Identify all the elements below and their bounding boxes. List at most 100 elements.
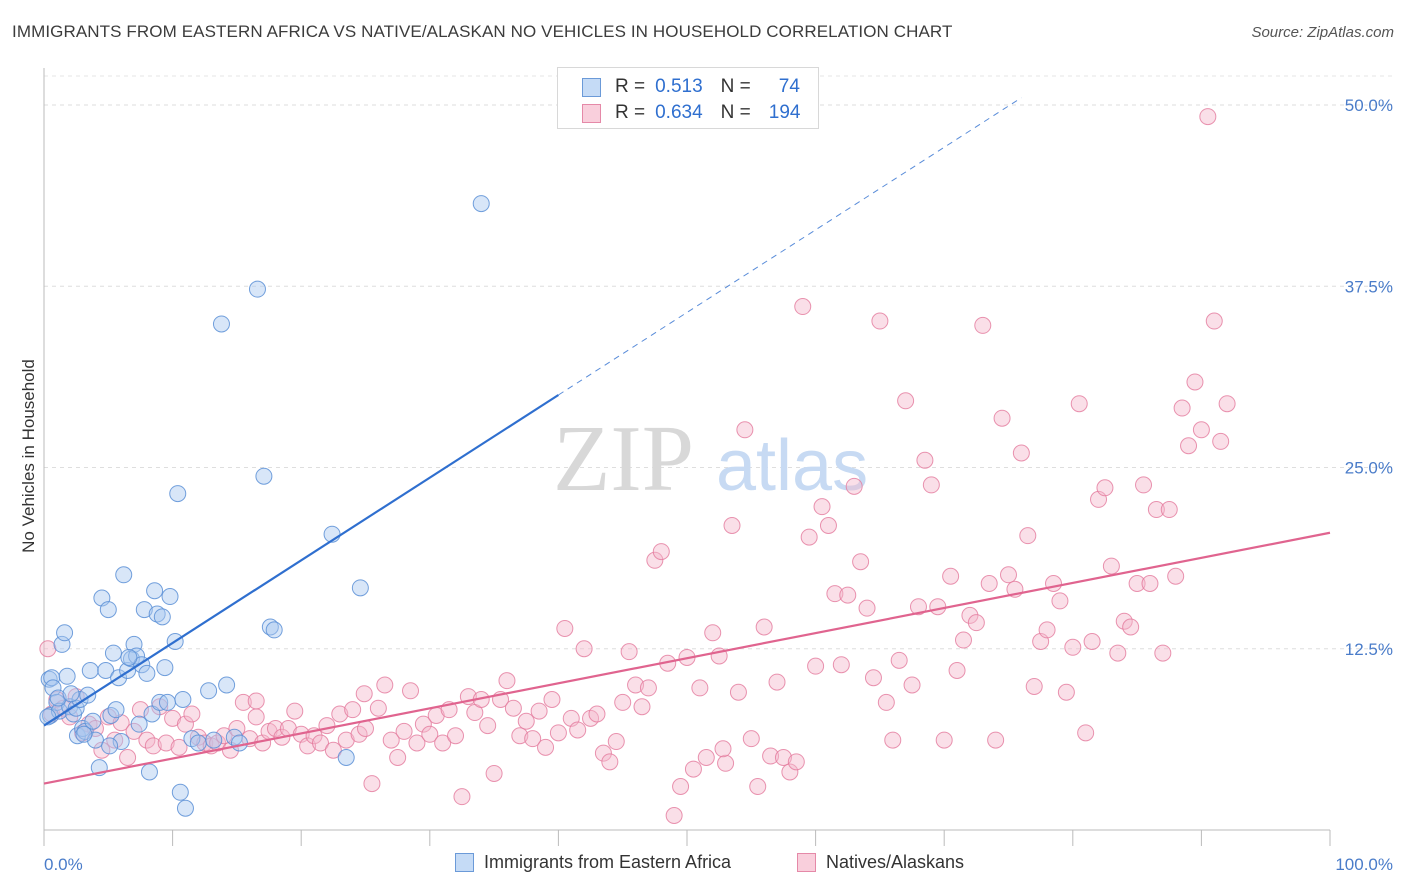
- data-point-eastern-africa: [84, 712, 102, 730]
- data-point-natives-alaskans: [350, 725, 368, 743]
- data-point-natives-alaskans: [672, 778, 690, 795]
- data-point-natives-alaskans: [935, 731, 953, 749]
- trend-line-natives-alaskans: [43, 531, 1331, 785]
- data-point-natives-alaskans: [170, 738, 188, 756]
- data-point-natives-alaskans: [1180, 437, 1198, 455]
- data-point-eastern-africa: [56, 624, 74, 642]
- data-point-natives-alaskans: [1012, 444, 1030, 462]
- data-point-eastern-africa: [40, 670, 58, 688]
- axes: [43, 68, 1331, 846]
- data-point-natives-alaskans: [1109, 644, 1127, 662]
- data-point-natives-alaskans: [382, 731, 400, 749]
- chart-title: IMMIGRANTS FROM EASTERN AFRICA VS NATIVE…: [12, 22, 953, 41]
- data-point-eastern-africa: [104, 644, 122, 662]
- series-eastern-africa-points: [39, 195, 490, 817]
- data-point-eastern-africa: [58, 667, 76, 685]
- data-point-natives-alaskans: [620, 643, 638, 661]
- data-point-natives-alaskans: [742, 730, 760, 748]
- data-point-natives-alaskans: [916, 451, 934, 469]
- legend-n-value: 194: [768, 102, 801, 123]
- data-point-eastern-africa: [99, 601, 117, 619]
- data-point-eastern-africa: [189, 734, 207, 752]
- data-point-natives-alaskans: [665, 807, 683, 824]
- trend-line-eastern-africa: [43, 394, 559, 727]
- data-point-eastern-africa: [49, 689, 67, 707]
- series-swatch-pink: [797, 853, 816, 872]
- data-point-natives-alaskans: [498, 672, 516, 690]
- data-point-natives-alaskans: [633, 698, 651, 716]
- y-tick-label: 25.0%: [1345, 459, 1393, 478]
- series-legend-label: Natives/Alaskans: [826, 852, 965, 872]
- data-point-natives-alaskans: [311, 734, 329, 752]
- data-point-natives-alaskans: [639, 679, 657, 697]
- data-point-natives-alaskans: [369, 699, 387, 717]
- legend-r-label: R =: [615, 76, 646, 97]
- data-point-natives-alaskans: [1147, 501, 1165, 519]
- y-axis-label: No Vehicles in Household: [19, 359, 38, 553]
- data-point-natives-alaskans: [729, 683, 747, 701]
- data-point-natives-alaskans: [774, 749, 792, 766]
- data-point-natives-alaskans: [717, 754, 735, 772]
- series-swatch-blue: [455, 853, 474, 872]
- data-point-natives-alaskans: [1192, 421, 1210, 439]
- legend-n-value: 74: [778, 76, 800, 97]
- data-point-natives-alaskans: [1045, 575, 1063, 592]
- data-point-natives-alaskans: [1122, 618, 1140, 636]
- data-point-natives-alaskans: [704, 624, 722, 642]
- legend-swatch-blue: [582, 77, 601, 97]
- data-point-natives-alaskans: [601, 753, 619, 771]
- data-point-natives-alaskans: [395, 722, 413, 740]
- data-point-natives-alaskans: [511, 727, 529, 745]
- trend-lines: [43, 97, 1331, 785]
- data-point-natives-alaskans: [826, 585, 844, 603]
- legend-swatch-pink: [582, 103, 601, 123]
- data-point-natives-alaskans: [1199, 108, 1217, 126]
- data-point-eastern-africa: [101, 737, 119, 755]
- data-point-natives-alaskans: [355, 685, 373, 703]
- data-point-natives-alaskans: [845, 477, 863, 495]
- data-point-natives-alaskans: [852, 553, 870, 571]
- data-point-natives-alaskans: [517, 712, 535, 730]
- data-point-eastern-africa: [472, 195, 490, 213]
- data-point-natives-alaskans: [299, 737, 317, 755]
- data-point-natives-alaskans: [93, 741, 111, 759]
- data-point-natives-alaskans: [376, 676, 394, 694]
- data-point-natives-alaskans: [1102, 557, 1120, 575]
- data-point-natives-alaskans: [39, 640, 57, 658]
- data-point-natives-alaskans: [594, 744, 612, 762]
- data-point-natives-alaskans: [1141, 575, 1159, 592]
- data-point-natives-alaskans: [948, 662, 966, 679]
- data-point-natives-alaskans: [652, 543, 670, 561]
- data-point-eastern-africa: [218, 676, 236, 694]
- data-point-eastern-africa: [97, 662, 115, 679]
- data-point-natives-alaskans: [1160, 501, 1178, 519]
- legend-r-value: 0.634: [655, 102, 703, 123]
- series-legend: Immigrants from Eastern Africa Natives/A…: [0, 852, 1406, 878]
- zipatlas-watermark: ZIP atlas: [553, 407, 868, 511]
- data-point-natives-alaskans: [627, 676, 645, 694]
- data-point-natives-alaskans: [1000, 566, 1017, 584]
- data-point-natives-alaskans: [768, 673, 786, 691]
- data-point-natives-alaskans: [993, 409, 1011, 427]
- legend-n-label: N =: [720, 76, 751, 97]
- data-point-natives-alaskans: [1038, 621, 1056, 639]
- data-point-natives-alaskans: [447, 727, 465, 745]
- data-point-eastern-africa: [120, 648, 138, 666]
- data-point-natives-alaskans: [363, 775, 381, 793]
- data-point-eastern-africa: [140, 763, 158, 781]
- data-point-eastern-africa: [153, 608, 171, 626]
- data-point-eastern-africa: [71, 691, 89, 708]
- data-point-natives-alaskans: [954, 631, 972, 649]
- y-tick-label: 12.5%: [1345, 640, 1393, 659]
- data-point-natives-alaskans: [1205, 312, 1223, 330]
- data-point-eastern-africa: [107, 701, 125, 719]
- data-point-natives-alaskans: [961, 606, 979, 624]
- data-point-natives-alaskans: [344, 701, 362, 719]
- data-point-eastern-africa: [156, 659, 174, 677]
- series-legend-item-natives-alaskans: Natives/Alaskans: [797, 852, 964, 873]
- data-point-eastern-africa: [135, 601, 153, 619]
- data-point-natives-alaskans: [157, 734, 175, 752]
- data-point-natives-alaskans: [389, 749, 407, 766]
- legend-row-eastern-africa: R = 0.513 N = 74: [582, 74, 800, 100]
- data-point-natives-alaskans: [877, 693, 895, 711]
